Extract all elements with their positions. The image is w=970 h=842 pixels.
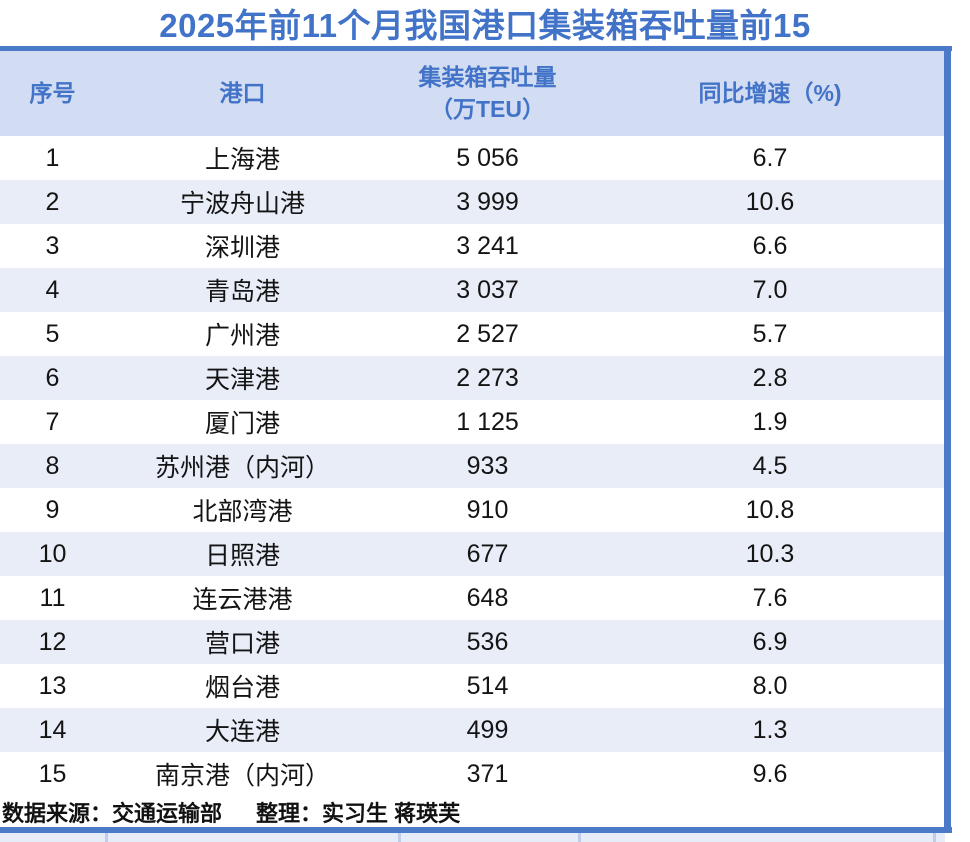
port-cell: 大连港 bbox=[204, 718, 280, 746]
throughput-cell: 1 125 bbox=[456, 407, 519, 436]
col-header-port: 港口 bbox=[219, 79, 266, 106]
cutoff-next-section-strip bbox=[0, 833, 945, 842]
table-row: 8 苏州港（内河） 933 4.5 bbox=[0, 444, 945, 488]
port-cell: 上海港 bbox=[204, 146, 280, 174]
throughput-cell: 371 bbox=[466, 759, 509, 788]
growth-cell: 6.6 bbox=[752, 231, 788, 260]
column-divider bbox=[933, 833, 936, 842]
column-divider bbox=[105, 833, 108, 842]
table-header-row: 序号 港口 集装箱吞吐量 （万TEU） 同比增速（%) bbox=[0, 51, 945, 136]
throughput-cell: 3 241 bbox=[456, 231, 519, 260]
table-right-border bbox=[944, 46, 951, 833]
growth-cell: 7.6 bbox=[752, 583, 788, 612]
growth-cell: 7.0 bbox=[752, 275, 788, 304]
rank-cell: 5 bbox=[45, 319, 60, 348]
throughput-cell: 910 bbox=[466, 495, 509, 524]
col-header-growth: 同比增速（%) bbox=[698, 79, 842, 106]
port-cell: 日照港 bbox=[204, 542, 280, 570]
port-cell: 天津港 bbox=[204, 366, 280, 394]
port-cell: 宁波舟山港 bbox=[179, 190, 305, 218]
throughput-cell: 3 037 bbox=[456, 275, 519, 304]
data-source-label: 数据来源：交通运输部 bbox=[2, 800, 223, 826]
throughput-cell: 648 bbox=[466, 583, 509, 612]
port-cell: 青岛港 bbox=[204, 278, 280, 306]
column-divider bbox=[578, 833, 581, 842]
rank-cell: 12 bbox=[38, 627, 67, 656]
growth-cell: 10.8 bbox=[745, 495, 795, 524]
rank-cell: 2 bbox=[45, 187, 60, 216]
growth-cell: 1.9 bbox=[752, 407, 788, 436]
growth-cell: 6.7 bbox=[752, 143, 788, 172]
top-rule bbox=[0, 46, 952, 51]
port-cell: 连云港港 bbox=[192, 586, 293, 614]
port-cell: 深圳港 bbox=[204, 234, 280, 262]
rank-cell: 3 bbox=[45, 231, 60, 260]
table-body: 1 上海港 5 056 6.7 2 宁波舟山港 3 999 10.6 3 深圳港 3 241 6.6 4… bbox=[0, 136, 945, 796]
port-cell: 北部湾港 bbox=[192, 498, 293, 526]
throughput-cell: 3 999 bbox=[456, 187, 519, 216]
table-row: 2 宁波舟山港 3 999 10.6 bbox=[0, 180, 945, 224]
growth-cell: 10.6 bbox=[745, 187, 795, 216]
throughput-cell: 514 bbox=[466, 671, 509, 700]
footer-bar: 数据来源：交通运输部 整理：实习生 蒋瑛芙 bbox=[0, 796, 970, 827]
table-row: 15 南京港（内河） 371 9.6 bbox=[0, 752, 945, 796]
port-cell: 广州港 bbox=[204, 322, 280, 350]
rank-cell: 11 bbox=[39, 583, 66, 612]
rank-cell: 10 bbox=[38, 539, 67, 568]
growth-cell: 1.3 bbox=[752, 715, 788, 744]
table-row: 11 连云港港 648 7.6 bbox=[0, 576, 945, 620]
rank-cell: 7 bbox=[45, 407, 60, 436]
rank-cell: 1 bbox=[45, 143, 60, 172]
growth-cell: 8.0 bbox=[752, 671, 788, 700]
table-row: 5 广州港 2 527 5.7 bbox=[0, 312, 945, 356]
rank-cell: 6 bbox=[45, 363, 60, 392]
throughput-cell: 5 056 bbox=[456, 143, 519, 172]
table-row: 4 青岛港 3 037 7.0 bbox=[0, 268, 945, 312]
title-bar: 2025年前11个月我国港口集装箱吞吐量前15 bbox=[0, 0, 970, 46]
port-cell: 烟台港 bbox=[204, 674, 280, 702]
throughput-cell: 2 527 bbox=[456, 319, 519, 348]
page-title: 2025年前11个月我国港口集装箱吞吐量前15 bbox=[159, 7, 811, 44]
growth-cell: 6.9 bbox=[752, 627, 788, 656]
table-row: 10 日照港 677 10.3 bbox=[0, 532, 945, 576]
table-row: 13 烟台港 514 8.0 bbox=[0, 664, 945, 708]
port-cell: 苏州港（内河） bbox=[154, 454, 330, 482]
throughput-cell: 677 bbox=[466, 539, 509, 568]
credit-label: 整理：实习生 蒋瑛芙 bbox=[256, 800, 461, 826]
rank-cell: 13 bbox=[38, 671, 67, 700]
throughput-cell: 2 273 bbox=[456, 363, 519, 392]
col-header-throughput-line2: （万TEU） bbox=[430, 95, 545, 122]
table-row: 12 营口港 536 6.9 bbox=[0, 620, 945, 664]
rank-cell: 8 bbox=[45, 451, 60, 480]
table-row: 6 天津港 2 273 2.8 bbox=[0, 356, 945, 400]
growth-cell: 9.6 bbox=[752, 759, 788, 788]
growth-cell: 2.8 bbox=[752, 363, 788, 392]
rank-cell: 9 bbox=[45, 495, 60, 524]
column-divider bbox=[398, 833, 401, 842]
col-header-throughput-line1: 集装箱吞吐量 bbox=[418, 64, 557, 91]
table-row: 7 厦门港 1 125 1.9 bbox=[0, 400, 945, 444]
throughput-cell: 933 bbox=[466, 451, 509, 480]
table-row: 9 北部湾港 910 10.8 bbox=[0, 488, 945, 532]
growth-cell: 10.3 bbox=[745, 539, 795, 568]
port-cell: 南京港（内河） bbox=[154, 762, 330, 790]
growth-cell: 4.5 bbox=[752, 451, 788, 480]
col-header-throughput: 集装箱吞吐量 （万TEU） bbox=[380, 62, 595, 124]
growth-cell: 5.7 bbox=[752, 319, 788, 348]
port-cell: 厦门港 bbox=[204, 410, 280, 438]
col-header-rank: 序号 bbox=[29, 79, 76, 106]
port-cell: 营口港 bbox=[204, 630, 280, 658]
table-row: 3 深圳港 3 241 6.6 bbox=[0, 224, 945, 268]
bottom-rule bbox=[0, 827, 952, 833]
throughput-cell: 499 bbox=[466, 715, 509, 744]
table-row: 1 上海港 5 056 6.7 bbox=[0, 136, 945, 180]
rank-cell: 14 bbox=[38, 715, 67, 744]
table-row: 14 大连港 499 1.3 bbox=[0, 708, 945, 752]
rank-cell: 4 bbox=[45, 275, 60, 304]
throughput-cell: 536 bbox=[466, 627, 509, 656]
rank-cell: 15 bbox=[38, 759, 67, 788]
